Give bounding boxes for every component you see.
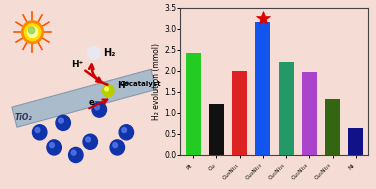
Circle shape (105, 87, 108, 91)
Circle shape (50, 143, 54, 148)
Bar (232, 71, 247, 155)
Text: H⁺: H⁺ (71, 60, 84, 69)
Circle shape (35, 128, 40, 132)
Bar (209, 105, 224, 155)
Y-axis label: H₂ evolution (mmol): H₂ evolution (mmol) (152, 43, 161, 120)
Circle shape (68, 147, 83, 163)
Circle shape (87, 46, 100, 60)
Bar (186, 53, 201, 155)
Circle shape (122, 128, 126, 132)
Circle shape (22, 21, 43, 43)
Circle shape (113, 143, 117, 148)
Text: H₂: H₂ (103, 48, 115, 58)
Circle shape (95, 105, 99, 110)
Circle shape (28, 27, 35, 34)
Circle shape (47, 140, 61, 155)
Bar (255, 22, 270, 155)
Circle shape (119, 125, 133, 140)
Text: Cocatalyst: Cocatalyst (120, 81, 162, 87)
Circle shape (32, 125, 47, 140)
Circle shape (86, 137, 90, 142)
Circle shape (92, 102, 106, 117)
Bar (348, 129, 363, 155)
Circle shape (59, 118, 63, 123)
Text: H*: H* (117, 81, 129, 91)
Circle shape (71, 150, 76, 155)
Circle shape (103, 85, 114, 97)
Circle shape (110, 140, 124, 155)
Circle shape (24, 24, 41, 41)
Text: e⁻: e⁻ (89, 98, 99, 107)
Circle shape (27, 27, 38, 37)
Circle shape (83, 134, 97, 149)
Bar (279, 62, 294, 155)
Circle shape (56, 115, 70, 130)
Bar (302, 72, 317, 155)
Polygon shape (12, 69, 156, 127)
Bar (325, 99, 340, 155)
Text: TiO₂: TiO₂ (15, 113, 32, 122)
